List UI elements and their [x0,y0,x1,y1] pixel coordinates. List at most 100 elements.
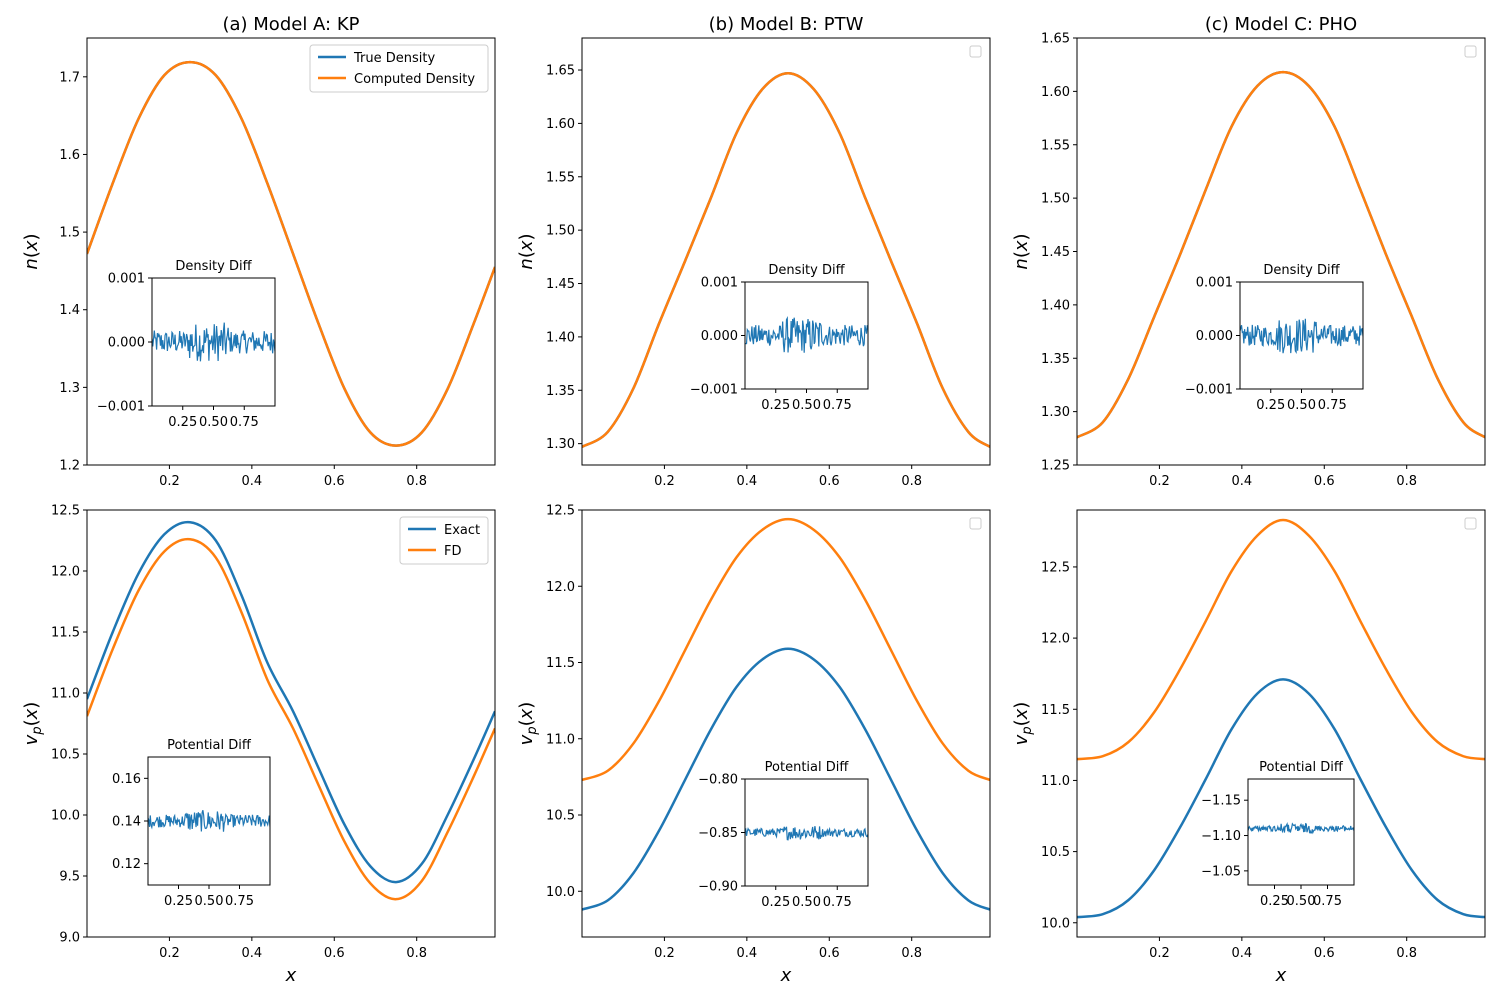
inset-y-tick-label: −0.90 [698,880,738,895]
ylabel-part: n [516,258,537,269]
ylabel-part: x [1011,240,1032,252]
x-tick-label: 0.8 [406,946,427,961]
y-tick-label: 12.0 [546,580,575,595]
y-tick-label: 12.5 [51,504,80,519]
inset-y-tick-label: −0.80 [698,773,738,788]
y-tick-label: 9.0 [59,931,80,946]
y-tick-label: 1.45 [1041,245,1070,260]
inset-x-tick-label: 0.50 [1287,894,1316,909]
inset-x-tick-label: 0.25 [168,415,197,430]
legend-label: Exact [444,523,480,538]
ylabel-part: ) [21,233,42,240]
ylabel-part: p [1020,726,1035,735]
ylabel-part: v [1011,734,1032,745]
inset-x-tick-label: 0.75 [225,894,254,909]
x-tick-label: 0.4 [242,474,263,489]
x-tick-label: 0.8 [406,474,427,489]
inset-residual-line [745,826,868,841]
ylabel-part: x [1011,708,1032,720]
x-tick-label: 0.8 [901,474,922,489]
x-tick-label: 0.6 [1314,946,1335,961]
y-tick-label: 12.5 [1041,560,1070,575]
series-line-computed-density [582,71,990,448]
inset-b_bottom: Potential Diff −0.80 −0.85 −0.90 0.25 0.50 0.7… [698,760,869,910]
x-tick-label: 0.8 [1396,474,1417,489]
inset-y-tick-label: 0.16 [112,772,141,787]
y-axis-label: vp(x) [21,702,45,746]
y-tick-label: 10.5 [1041,845,1070,860]
x-tick-label: 0.6 [324,474,345,489]
inset-y-tick-label: −1.05 [1201,864,1241,879]
inset-y-tick-label: −1.10 [1201,829,1241,844]
x-tick-label: 0.2 [1149,474,1170,489]
series-line-fd [582,517,990,782]
axes-frame [581,37,991,466]
x-tick-label: 0.2 [159,946,180,961]
inset-x-tick-label: 0.75 [230,415,259,430]
inset-x-tick-label: 0.75 [1318,398,1347,413]
panel-b_top: 0.2 0.4 0.6 0.8 1.30 1.35 1.40 1.45 1.50 1.55 1.60… [516,14,991,489]
legend: True Density Computed Density [309,44,489,93]
ylabel-part: p [525,726,540,735]
panel-title: (a) Model A: KP [222,14,359,35]
inset-y-tick-label: 0.000 [701,329,738,344]
inset-x-tick-label: 0.25 [761,895,790,910]
empty-legend-box [969,45,982,58]
legend-label: Computed Density [354,72,475,87]
inset-y-tick-label: −1.15 [1201,794,1241,809]
panel-title: (c) Model C: PHO [1205,14,1357,35]
ylabel-part: ) [1011,233,1032,240]
x-tick-label: 0.4 [737,474,758,489]
y-tick-label: 1.40 [546,330,575,345]
ylabel-part: ( [1011,251,1032,258]
inset-title: Density Diff [768,263,845,278]
inset-y-tick-label: 0.001 [108,272,145,287]
y-axis-label: n(x) [516,233,537,269]
panel-title: (b) Model B: PTW [709,14,864,35]
inset-title: Density Diff [175,259,252,274]
x-axis-label: x [285,965,297,986]
y-tick-label: 1.40 [1041,298,1070,313]
ylabel-part: ( [21,719,42,726]
y-tick-label: 10.5 [546,809,575,824]
series-line-computed-density [1077,70,1485,439]
panel-a_bottom: 0.2 0.4 0.6 0.8 9.0 9.5 10.0 10.5 11.0 11.5 12.0 12… [21,504,496,986]
inset-c_top: Density Diff 0.001 0.000 −0.001 0.25 0.50 0.75 [1185,263,1364,413]
empty-legend-box [1464,45,1477,58]
inset-x-tick-label: 0.50 [195,894,224,909]
x-tick-label: 0.2 [654,474,675,489]
panel-c_bottom: 0.2 0.4 0.6 0.810.010.511.011.512.012.5vp(x… [1011,509,1486,986]
x-tick-label: 0.6 [1314,474,1335,489]
inset-x-tick-label: 0.50 [792,398,821,413]
x-tick-label: 0.4 [737,946,758,961]
inset-title: Potential Diff [765,760,850,775]
y-tick-label: 11.5 [51,626,80,641]
ylabel-part: x [516,708,537,720]
inset-y-tick-label: 0.001 [701,276,738,291]
y-tick-label: 1.50 [1041,192,1070,207]
inset-x-tick-label: 0.25 [164,894,193,909]
series-line-exact [582,647,990,911]
y-axis-label: n(x) [21,233,42,269]
y-tick-label: 1.3 [59,381,80,396]
inset-x-tick-label: 0.75 [823,895,852,910]
x-tick-label: 0.4 [1232,946,1253,961]
y-tick-label: 11.5 [546,656,575,671]
inset-residual-line [745,315,868,353]
series-line-exact [87,520,495,884]
ylabel-part: ) [1011,702,1032,709]
y-tick-label: 1.35 [1041,352,1070,367]
panel-b_bottom: 0.2 0.4 0.6 0.810.010.511.011.512.012.5vp(x… [516,504,991,986]
x-tick-label: 0.2 [1149,946,1170,961]
empty-legend-box [1464,517,1477,530]
ylabel-part: ( [21,251,42,258]
x-tick-label: 0.6 [819,946,840,961]
inset-y-tick-label: 0.000 [108,336,145,351]
y-tick-label: 11.0 [1041,774,1070,789]
series-line-true-density [87,60,495,447]
ylabel-part: x [516,240,537,252]
x-tick-label: 0.6 [819,474,840,489]
legend: Exact FD [399,516,489,565]
inset-residual-line [1248,822,1354,835]
inset-title: Potential Diff [167,738,252,753]
